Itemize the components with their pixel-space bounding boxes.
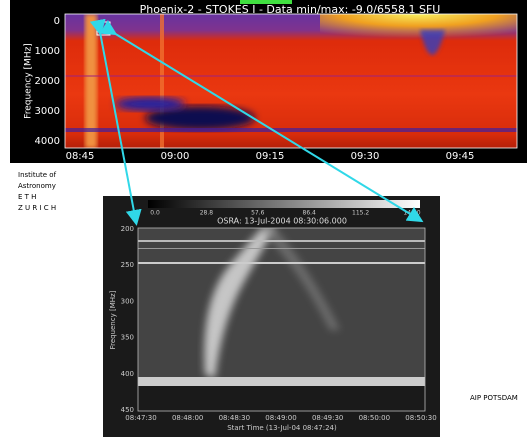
- x-tick-label: 09:45: [446, 151, 475, 162]
- colorbar-label: 115.2: [352, 210, 369, 217]
- bottom-title: OSRA: 13-Jul-2004 08:30:06.000: [217, 217, 347, 226]
- y-tick-label: 250: [121, 261, 134, 269]
- y-tick-label: 3000: [35, 106, 60, 117]
- x-tick-label: 08:45: [66, 151, 95, 162]
- colorbar: [148, 200, 420, 208]
- x-tick-label: 08:47:30: [125, 414, 156, 422]
- y-tick-label: 0: [54, 16, 60, 27]
- y-tick-label: 400: [121, 370, 134, 378]
- y-tick-label: 4000: [35, 136, 60, 147]
- bottom-frame: [137, 227, 426, 412]
- y-tick-label: 300: [121, 297, 134, 305]
- credit: AIP POTSDAM: [470, 394, 518, 402]
- institute-line: Astronomy: [18, 182, 56, 190]
- x-tick-label: 09:00: [161, 151, 190, 162]
- y-tick-label: 2000: [35, 76, 60, 87]
- x-axis-label: Start Time (13-Jul-04 08:47:24): [227, 424, 337, 432]
- x-tick-label: 08:49:30: [312, 414, 343, 422]
- institute-line: Institute of: [18, 171, 57, 179]
- y-axis-label: Frequency [MHz]: [24, 43, 34, 119]
- x-tick-label: 08:48:30: [219, 414, 250, 422]
- institute-line: E T H: [18, 193, 36, 201]
- colorbar-label: 86.4: [303, 210, 317, 217]
- x-tick-label: 08:48:00: [172, 414, 203, 422]
- x-tick-label: 08:50:00: [359, 414, 390, 422]
- colorbar-label: 0.0: [150, 210, 160, 217]
- marker: [240, 0, 292, 4]
- x-tick-label: 08:49:00: [265, 414, 296, 422]
- zoom-arrow: [99, 19, 424, 223]
- x-tick-label: 09:15: [256, 151, 285, 162]
- y-axis-label: Frequency [MHz]: [109, 290, 117, 349]
- institute-line: Z U R I C H: [18, 204, 56, 212]
- y-tick-label: 350: [121, 334, 134, 342]
- x-tick-label: 08:50:30: [405, 414, 436, 422]
- top-spectrogram: [65, 14, 517, 148]
- colorbar-label: 57.6: [251, 210, 265, 217]
- y-tick-label: 1000: [35, 46, 60, 57]
- y-tick-label: 200: [121, 225, 134, 233]
- y-tick-label: 450: [121, 406, 134, 414]
- band: [138, 377, 425, 386]
- top-title: Phoenix-2 - STOKES I - Data min/max: -9.…: [140, 3, 441, 16]
- x-tick-label: 09:30: [351, 151, 380, 162]
- colorbar-label: 28.8: [200, 210, 214, 217]
